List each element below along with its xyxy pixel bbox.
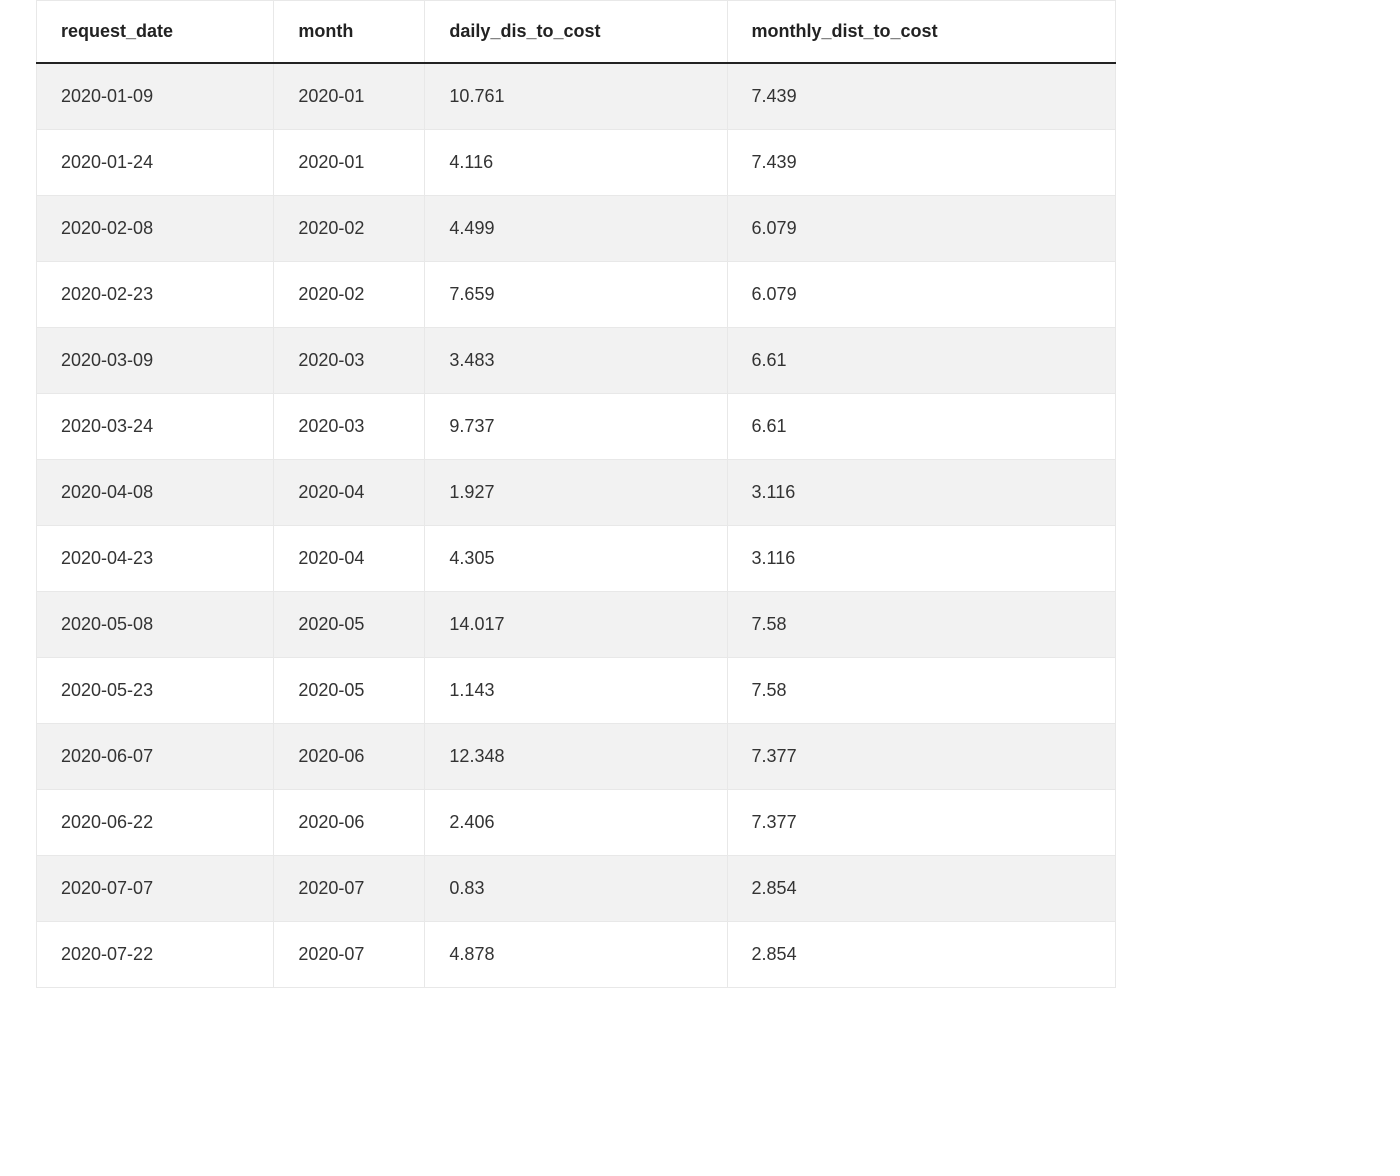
cell-month: 2020-04 <box>274 460 425 526</box>
cell-monthly: 2.854 <box>727 856 1115 922</box>
cell-monthly: 6.079 <box>727 262 1115 328</box>
table-row: 2020-06-22 2020-06 2.406 7.377 <box>37 790 1116 856</box>
cell-monthly: 7.439 <box>727 63 1115 130</box>
cell-daily: 4.116 <box>425 130 727 196</box>
cell-monthly: 7.439 <box>727 130 1115 196</box>
cell-daily: 4.499 <box>425 196 727 262</box>
column-header-daily-dis-to-cost: daily_dis_to_cost <box>425 1 727 64</box>
cell-request-date: 2020-03-24 <box>37 394 274 460</box>
table-row: 2020-03-09 2020-03 3.483 6.61 <box>37 328 1116 394</box>
cell-monthly: 2.854 <box>727 922 1115 988</box>
column-header-month: month <box>274 1 425 64</box>
cell-monthly: 6.61 <box>727 328 1115 394</box>
cell-month: 2020-07 <box>274 922 425 988</box>
cell-request-date: 2020-03-09 <box>37 328 274 394</box>
cell-monthly: 3.116 <box>727 460 1115 526</box>
cell-monthly: 6.61 <box>727 394 1115 460</box>
cell-daily: 4.878 <box>425 922 727 988</box>
cell-month: 2020-02 <box>274 196 425 262</box>
cell-month: 2020-03 <box>274 328 425 394</box>
cell-daily: 7.659 <box>425 262 727 328</box>
cell-request-date: 2020-01-09 <box>37 63 274 130</box>
cell-monthly: 6.079 <box>727 196 1115 262</box>
cell-request-date: 2020-07-07 <box>37 856 274 922</box>
table-row: 2020-01-24 2020-01 4.116 7.439 <box>37 130 1116 196</box>
cell-daily: 10.761 <box>425 63 727 130</box>
table-row: 2020-02-23 2020-02 7.659 6.079 <box>37 262 1116 328</box>
cell-month: 2020-06 <box>274 790 425 856</box>
cell-monthly: 7.58 <box>727 658 1115 724</box>
cell-month: 2020-07 <box>274 856 425 922</box>
cell-monthly: 3.116 <box>727 526 1115 592</box>
table-row: 2020-05-08 2020-05 14.017 7.58 <box>37 592 1116 658</box>
cell-monthly: 7.377 <box>727 724 1115 790</box>
data-table: request_date month daily_dis_to_cost mon… <box>36 0 1116 988</box>
cell-request-date: 2020-05-23 <box>37 658 274 724</box>
table-row: 2020-03-24 2020-03 9.737 6.61 <box>37 394 1116 460</box>
table-row: 2020-07-22 2020-07 4.878 2.854 <box>37 922 1116 988</box>
cell-daily: 9.737 <box>425 394 727 460</box>
table-scroll-container[interactable]: request_date month daily_dis_to_cost mon… <box>36 0 1116 1176</box>
table-row: 2020-04-08 2020-04 1.927 3.116 <box>37 460 1116 526</box>
cell-month: 2020-06 <box>274 724 425 790</box>
cell-daily: 0.83 <box>425 856 727 922</box>
cell-request-date: 2020-06-07 <box>37 724 274 790</box>
cell-request-date: 2020-02-08 <box>37 196 274 262</box>
table-row: 2020-02-08 2020-02 4.499 6.079 <box>37 196 1116 262</box>
cell-daily: 14.017 <box>425 592 727 658</box>
cell-month: 2020-01 <box>274 130 425 196</box>
column-header-monthly-dist-to-cost: monthly_dist_to_cost <box>727 1 1115 64</box>
table-body: 2020-01-09 2020-01 10.761 7.439 2020-01-… <box>37 63 1116 988</box>
cell-daily: 2.406 <box>425 790 727 856</box>
cell-daily: 12.348 <box>425 724 727 790</box>
cell-monthly: 7.58 <box>727 592 1115 658</box>
cell-daily: 1.927 <box>425 460 727 526</box>
scroll-spacer <box>36 988 1116 1176</box>
cell-daily: 4.305 <box>425 526 727 592</box>
cell-monthly: 7.377 <box>727 790 1115 856</box>
cell-month: 2020-02 <box>274 262 425 328</box>
cell-request-date: 2020-01-24 <box>37 130 274 196</box>
cell-daily: 1.143 <box>425 658 727 724</box>
table-row: 2020-04-23 2020-04 4.305 3.116 <box>37 526 1116 592</box>
table-row: 2020-01-09 2020-01 10.761 7.439 <box>37 63 1116 130</box>
cell-month: 2020-01 <box>274 63 425 130</box>
table-row: 2020-06-07 2020-06 12.348 7.377 <box>37 724 1116 790</box>
cell-request-date: 2020-07-22 <box>37 922 274 988</box>
cell-request-date: 2020-04-23 <box>37 526 274 592</box>
column-header-request-date: request_date <box>37 1 274 64</box>
cell-request-date: 2020-05-08 <box>37 592 274 658</box>
cell-month: 2020-05 <box>274 592 425 658</box>
cell-request-date: 2020-02-23 <box>37 262 274 328</box>
cell-month: 2020-05 <box>274 658 425 724</box>
cell-month: 2020-04 <box>274 526 425 592</box>
table-row: 2020-07-07 2020-07 0.83 2.854 <box>37 856 1116 922</box>
table-row: 2020-05-23 2020-05 1.143 7.58 <box>37 658 1116 724</box>
cell-request-date: 2020-04-08 <box>37 460 274 526</box>
cell-daily: 3.483 <box>425 328 727 394</box>
table-header-row: request_date month daily_dis_to_cost mon… <box>37 1 1116 64</box>
cell-month: 2020-03 <box>274 394 425 460</box>
cell-request-date: 2020-06-22 <box>37 790 274 856</box>
